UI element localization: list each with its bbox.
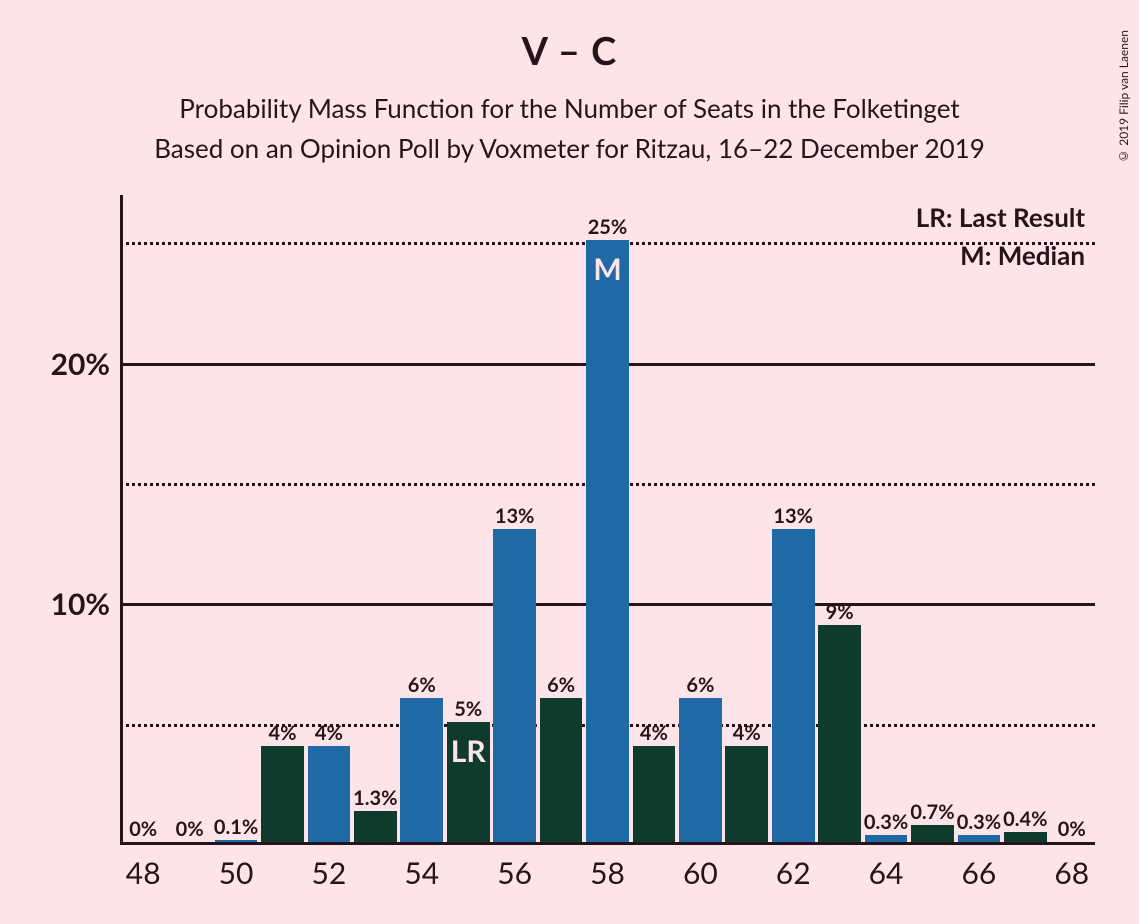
x-tick-label: 58 [590,855,625,891]
bar [261,746,304,842]
bar [865,835,908,842]
y-tick-label: 20% [10,346,110,382]
bar-value-label: 5% [454,697,482,721]
x-tick-label: 64 [869,855,904,891]
bar [1004,832,1047,842]
x-tick-label: 62 [776,855,811,891]
chart-container: V – C Probability Mass Function for the … [0,0,1139,924]
bar-value-label: 0% [129,817,157,841]
bar-value-label: 4% [640,721,668,745]
bar-value-label: 4% [733,721,761,745]
x-tick-label: 66 [962,855,997,891]
copyright-text: © 2019 Filip van Laenen [1116,30,1131,164]
bar-value-label: 1.3% [353,786,397,810]
subtitle-line-2: Based on an Opinion Poll by Voxmeter for… [154,132,985,164]
chart-title: V – C [0,28,1139,74]
x-tick-label: 50 [219,855,254,891]
bar-value-label: 25% [588,215,628,239]
bar-value-label: 6% [686,673,714,697]
bar [818,625,861,842]
bar [215,840,258,842]
bar [911,825,954,842]
chart-subtitle: Probability Mass Function for the Number… [0,88,1139,169]
bar [400,698,443,842]
bar-value-label: 6% [547,673,575,697]
x-tick-label: 60 [683,855,718,891]
bar [308,746,351,842]
legend-lr: LR: Last Result [916,201,1085,233]
bar-value-label: 13% [773,504,813,528]
x-tick-label: 54 [404,855,439,891]
bar-value-label: 0.1% [214,815,258,839]
bar [772,529,815,842]
bar-value-label: 9% [826,600,854,624]
bar [633,746,676,842]
x-tick-label: 68 [1054,855,1089,891]
bar [679,698,722,842]
bar [540,698,583,842]
median-marker: M [593,251,621,287]
plot-area: LR: Last Result M: Median 10%20%48505254… [120,195,1095,845]
bar [958,835,1001,842]
subtitle-line-1: Probability Mass Function for the Number… [179,92,959,124]
x-axis-line [120,842,1095,845]
bar [354,811,397,842]
y-axis-line [120,195,123,845]
bar [725,746,768,842]
bar-value-label: 0.7% [910,800,954,824]
bar-value-label: 0.4% [1003,807,1047,831]
x-tick-label: 48 [126,855,161,891]
bar-value-label: 0.3% [957,810,1001,834]
bar-value-label: 0.3% [864,810,908,834]
last-result-marker: LR [451,733,486,769]
bar-value-label: 0% [176,817,204,841]
x-tick-label: 52 [312,855,347,891]
bar-value-label: 4% [269,721,297,745]
bar [586,240,629,842]
bar [493,529,536,842]
y-tick-label: 10% [10,586,110,622]
bar-value-label: 13% [495,504,535,528]
x-tick-label: 56 [497,855,532,891]
bar-value-label: 4% [315,721,343,745]
bar-value-label: 6% [408,673,436,697]
bar-value-label: 0% [1058,817,1086,841]
